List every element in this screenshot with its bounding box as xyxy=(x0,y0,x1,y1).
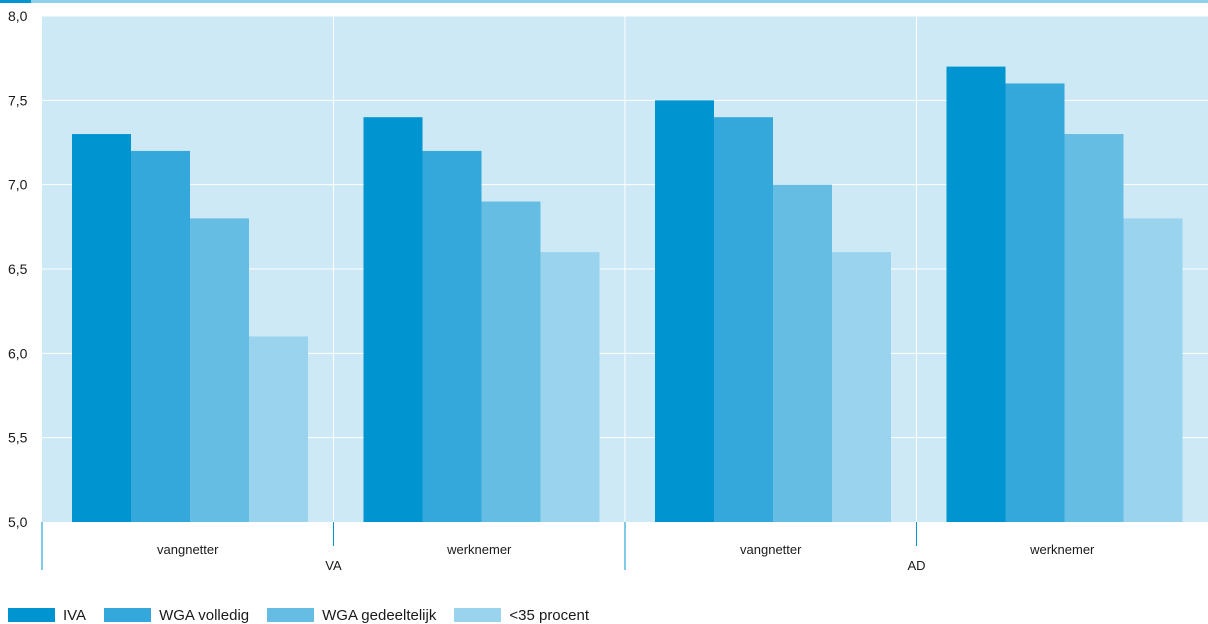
top-border-bar xyxy=(0,0,1208,3)
legend-label: IVA xyxy=(63,606,87,624)
y-tick-label: 6,5 xyxy=(8,261,28,277)
bar xyxy=(363,117,423,522)
y-tick-label: 7,0 xyxy=(8,177,28,193)
legend-item: WGA volledig xyxy=(104,607,249,624)
bar xyxy=(481,201,541,523)
x-group-label: AD xyxy=(907,558,925,573)
y-tick-label: 5,5 xyxy=(8,430,28,446)
bar xyxy=(190,218,249,522)
x-category-label: werknemer xyxy=(1029,542,1095,557)
x-category-label: vangnetter xyxy=(157,542,219,557)
bar xyxy=(714,117,773,522)
legend-item: <35 procent xyxy=(454,607,589,624)
bar xyxy=(773,184,832,522)
top-border-accent xyxy=(0,0,31,3)
bar xyxy=(422,150,482,522)
bar xyxy=(832,252,891,522)
legend-swatch xyxy=(104,608,152,622)
legend-label: WGA gedeeltelijk xyxy=(322,606,437,624)
bar xyxy=(1064,134,1124,523)
legend-item: WGA gedeeltelijk xyxy=(267,607,436,624)
chart-legend: IVA WGA volledig WGA gedeeltelijk <35 proce… xyxy=(8,606,607,624)
bar xyxy=(72,134,131,523)
x-group-label: VA xyxy=(325,558,342,573)
legend-swatch xyxy=(454,608,502,622)
legend-swatch xyxy=(267,608,315,622)
bar xyxy=(1005,83,1065,522)
y-tick-label: 8,0 xyxy=(8,8,28,24)
legend-swatch xyxy=(8,608,55,622)
x-category-label: werknemer xyxy=(446,542,512,557)
bar xyxy=(540,252,600,522)
y-tick-label: 6,0 xyxy=(8,345,28,361)
bar-chart: 5,0 5,5 6,0 6,5 7,0 7,5 8,0 vangnetter werknemer… xyxy=(8,8,1208,573)
legend-label: <35 procent xyxy=(509,606,590,624)
bar xyxy=(1123,218,1183,522)
legend-item: IVA xyxy=(8,607,86,624)
x-category-label: vangnetter xyxy=(740,542,802,557)
bar xyxy=(249,336,308,522)
bar xyxy=(655,100,714,522)
legend-label: WGA volledig xyxy=(159,606,250,624)
bar xyxy=(131,150,190,522)
y-tick-label: 7,5 xyxy=(8,92,28,108)
bar xyxy=(946,66,1006,522)
y-tick-label: 5,0 xyxy=(8,514,28,530)
